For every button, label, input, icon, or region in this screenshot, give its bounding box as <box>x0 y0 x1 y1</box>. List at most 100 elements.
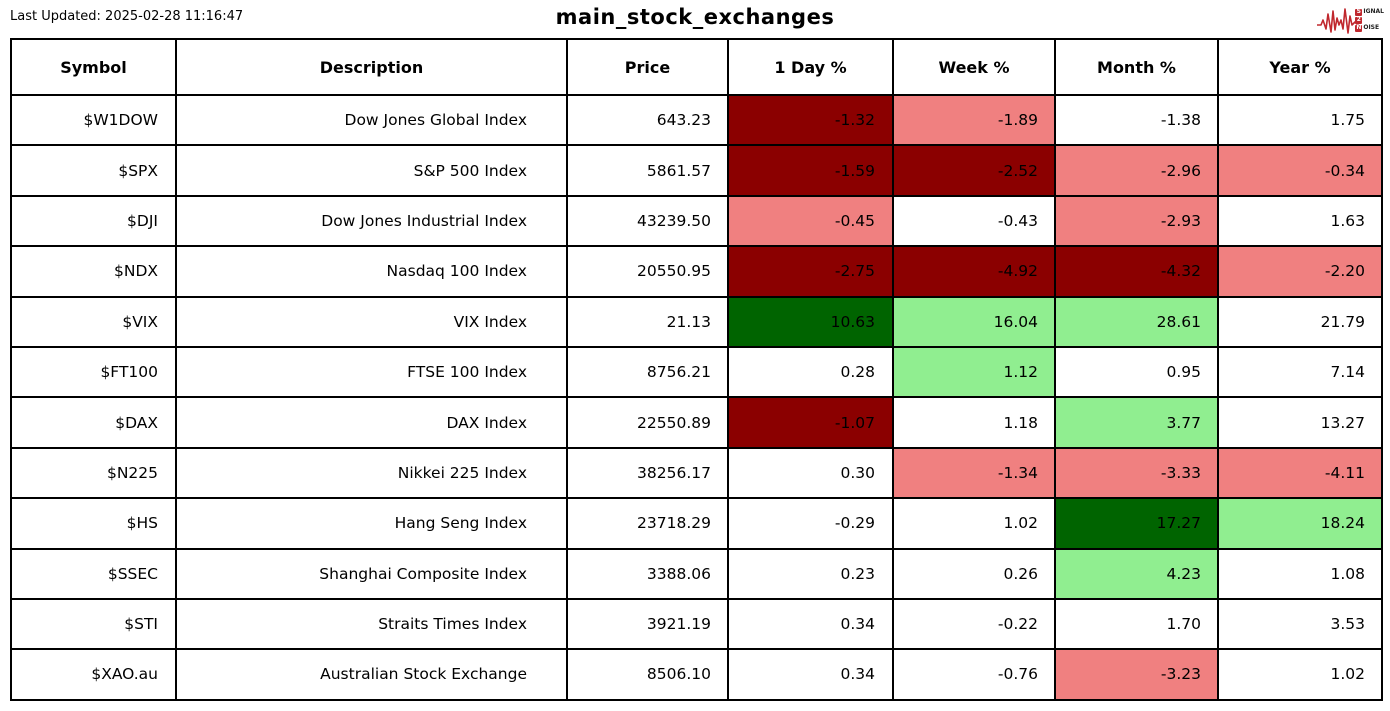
year-change-cell: 18.24 <box>1217 497 1383 550</box>
symbol-cell: $N225 <box>10 446 177 500</box>
price-cell: 5861.57 <box>566 144 729 197</box>
description-cell: Dow Jones Industrial Index <box>175 194 568 248</box>
table-row: $NDX Nasdaq 100 Index 20550.95 -2.75 -4.92 -4… <box>10 245 1383 298</box>
page-title: main_stock_exchanges <box>555 5 835 29</box>
column-header-month: Month % <box>1054 38 1219 96</box>
logo-letter-n: N <box>1355 24 1363 32</box>
description-cell: DAX Index <box>175 396 568 449</box>
week-change-cell: 1.02 <box>892 497 1056 550</box>
price-cell: 21.13 <box>566 295 729 348</box>
logo-line-signal: S IGNAL <box>1355 8 1384 16</box>
symbol-cell: $STI <box>10 597 177 651</box>
symbol-cell: $DAX <box>10 396 177 449</box>
price-cell: 38256.17 <box>566 446 729 500</box>
logo-line-noise: N OISE <box>1355 24 1380 32</box>
description-cell: Nasdaq 100 Index <box>175 245 568 298</box>
table-header-row: Symbol Description Price 1 Day % Week % Month… <box>10 38 1383 96</box>
year-change-cell: -2.20 <box>1217 245 1383 298</box>
week-change-cell: -1.34 <box>892 446 1056 500</box>
day-change-cell: -1.59 <box>727 144 894 197</box>
description-cell: Dow Jones Global Index <box>175 93 568 147</box>
symbol-cell: $W1DOW <box>10 93 177 147</box>
column-header-day: 1 Day % <box>727 38 894 96</box>
year-change-cell: 1.08 <box>1217 547 1383 600</box>
year-change-cell: 3.53 <box>1217 597 1383 651</box>
week-change-cell: -1.89 <box>892 93 1056 147</box>
week-change-cell: 16.04 <box>892 295 1056 348</box>
price-cell: 43239.50 <box>566 194 729 248</box>
day-change-cell: 0.30 <box>727 446 894 500</box>
day-change-cell: 10.63 <box>727 295 894 348</box>
month-change-cell: -1.38 <box>1054 93 1219 147</box>
price-cell: 20550.95 <box>566 245 729 298</box>
day-change-cell: -0.45 <box>727 194 894 248</box>
top-bar: Last Updated: 2025-02-28 11:16:47 main_s… <box>0 0 1390 38</box>
description-cell: Hang Seng Index <box>175 497 568 550</box>
column-header-description: Description <box>175 38 568 96</box>
year-change-cell: 1.63 <box>1217 194 1383 248</box>
description-cell: Straits Times Index <box>175 597 568 651</box>
month-change-cell: -2.93 <box>1054 194 1219 248</box>
day-change-cell: -1.07 <box>727 396 894 449</box>
price-cell: 643.23 <box>566 93 729 147</box>
month-change-cell: -2.96 <box>1054 144 1219 197</box>
symbol-cell: $FT100 <box>10 345 177 399</box>
day-change-cell: 0.28 <box>727 345 894 399</box>
week-change-cell: 1.12 <box>892 345 1056 399</box>
heartbeat-waveform-icon <box>1317 8 1360 34</box>
stock-exchanges-table: Symbol Description Price 1 Day % Week % Month… <box>10 38 1383 701</box>
week-change-cell: 0.26 <box>892 547 1056 600</box>
table-row: $N225 Nikkei 225 Index 38256.17 0.30 -1.34 -3… <box>10 446 1383 500</box>
year-change-cell: 1.02 <box>1217 648 1383 701</box>
month-change-cell: -4.32 <box>1054 245 1219 298</box>
week-change-cell: -0.22 <box>892 597 1056 651</box>
table-row: $W1DOW Dow Jones Global Index 643.23 -1.32-… <box>10 93 1383 147</box>
price-cell: 3921.19 <box>566 597 729 651</box>
description-cell: Nikkei 225 Index <box>175 446 568 500</box>
description-cell: Australian Stock Exchange <box>175 648 568 701</box>
table-row: $DJI Dow Jones Industrial Index 43239.50 -0… <box>10 194 1383 248</box>
symbol-cell: $SPX <box>10 144 177 197</box>
price-cell: 23718.29 <box>566 497 729 550</box>
symbol-cell: $NDX <box>10 245 177 298</box>
table-row: $DAX DAX Index 22550.89 -1.07 1.18 3.77 13.27 <box>10 396 1383 449</box>
year-change-cell: 1.75 <box>1217 93 1383 147</box>
week-change-cell: -0.43 <box>892 194 1056 248</box>
day-change-cell: 0.34 <box>727 597 894 651</box>
day-change-cell: -1.32 <box>727 93 894 147</box>
column-header-week: Week % <box>892 38 1056 96</box>
description-cell: Shanghai Composite Index <box>175 547 568 600</box>
last-updated-timestamp: Last Updated: 2025-02-28 11:16:47 <box>10 9 244 24</box>
year-change-cell: 7.14 <box>1217 345 1383 399</box>
week-change-cell: -4.92 <box>892 245 1056 298</box>
day-change-cell: -2.75 <box>727 245 894 298</box>
logo-letter-s: S <box>1355 8 1363 16</box>
symbol-cell: $HS <box>10 497 177 550</box>
description-cell: FTSE 100 Index <box>175 345 568 399</box>
price-cell: 8506.10 <box>566 648 729 701</box>
table-row: $HS Hang Seng Index 23718.29 -0.29 1.02 17.27… <box>10 497 1383 550</box>
table-row: $SSEC Shanghai Composite Index 3388.06 0.23… <box>10 547 1383 600</box>
signal2noise-logo: S IGNAL 2 N OISE <box>1317 2 1384 38</box>
table-row: $XAO.au Australian Stock Exchange 8506.10 0… <box>10 648 1383 701</box>
day-change-cell: 0.23 <box>727 547 894 600</box>
month-change-cell: 1.70 <box>1054 597 1219 651</box>
logo-digit-2: 2 <box>1355 16 1363 24</box>
column-header-price: Price <box>566 38 729 96</box>
column-header-symbol: Symbol <box>10 38 177 96</box>
year-change-cell: 21.79 <box>1217 295 1383 348</box>
month-change-cell: 4.23 <box>1054 547 1219 600</box>
year-change-cell: 13.27 <box>1217 396 1383 449</box>
table-row: $FT100 FTSE 100 Index 8756.21 0.28 1.12 0.95 7… <box>10 345 1383 399</box>
description-cell: VIX Index <box>175 295 568 348</box>
week-change-cell: 1.18 <box>892 396 1056 449</box>
price-cell: 3388.06 <box>566 547 729 600</box>
description-cell: S&P 500 Index <box>175 144 568 197</box>
symbol-cell: $SSEC <box>10 547 177 600</box>
table-row: $SPX S&P 500 Index 5861.57 -1.59 -2.52 -2.96-… <box>10 144 1383 197</box>
table-row: $VIX VIX Index 21.13 10.63 16.04 28.61 21.79 <box>10 295 1383 348</box>
price-cell: 8756.21 <box>566 345 729 399</box>
month-change-cell: 17.27 <box>1054 497 1219 550</box>
day-change-cell: -0.29 <box>727 497 894 550</box>
month-change-cell: -3.33 <box>1054 446 1219 500</box>
